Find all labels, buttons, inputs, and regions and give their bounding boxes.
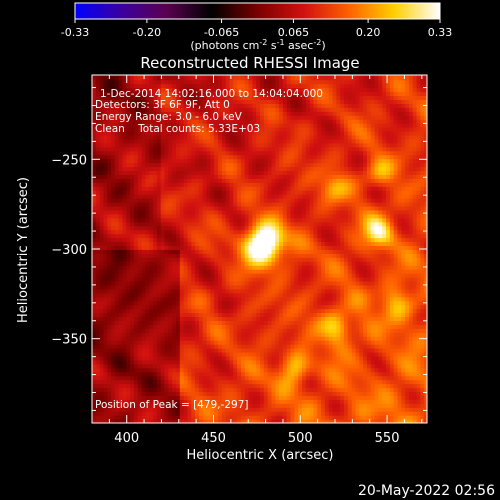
footer-date: 20-May-2022 02:56 [358, 483, 495, 499]
y-tick-label: −350 [51, 333, 87, 348]
heatmap-image [92, 75, 427, 423]
annotation-energy-range: Energy Range: 3.0 - 6.0 keV [95, 111, 243, 123]
x-tick-label: 500 [288, 431, 313, 446]
colorbar-tick-label: -0.065 [204, 26, 239, 39]
colorbar-tick-label: 0.065 [278, 26, 310, 39]
colorbar-tick-label: 0.33 [428, 26, 453, 39]
annotation-peak-position: Position of Peak = [479,-297] [95, 399, 249, 411]
colorbar-tick-label: -0.33 [61, 26, 89, 39]
annotation-clean-counts: Clean Total counts: 5.33E+03 [95, 123, 260, 135]
x-tick-label: 450 [201, 431, 226, 446]
axis-ticks: 400 450 500 550 −250 −300 −350 [51, 75, 427, 446]
x-tick-label: 550 [375, 431, 400, 446]
annotation-detectors: Detectors: 3F 6F 9F, Att 0 [95, 99, 230, 111]
x-axis-label: Heliocentric X (arcsec) [187, 448, 334, 463]
x-tick-label: 400 [114, 431, 139, 446]
colorbar [74, 2, 441, 20]
annotation-time-range: 1-Dec-2014 14:02:16.000 to 14:04:04.000 [100, 88, 323, 100]
colorbar-tick-label: -0.20 [133, 26, 161, 39]
y-tick-label: −300 [51, 243, 87, 258]
y-tick-label: −250 [51, 153, 87, 168]
chart-title: Reconstructed RHESSI Image [140, 54, 359, 72]
colorbar-ticks: -0.33 -0.20 -0.065 0.065 0.20 0.33 [61, 19, 452, 39]
y-axis-label: Heliocentric Y (arcsec) [16, 177, 31, 323]
colorbar-units: (photons cm-2 s-1 asec-2) [190, 38, 325, 52]
colorbar-tick-label: 0.20 [356, 26, 381, 39]
